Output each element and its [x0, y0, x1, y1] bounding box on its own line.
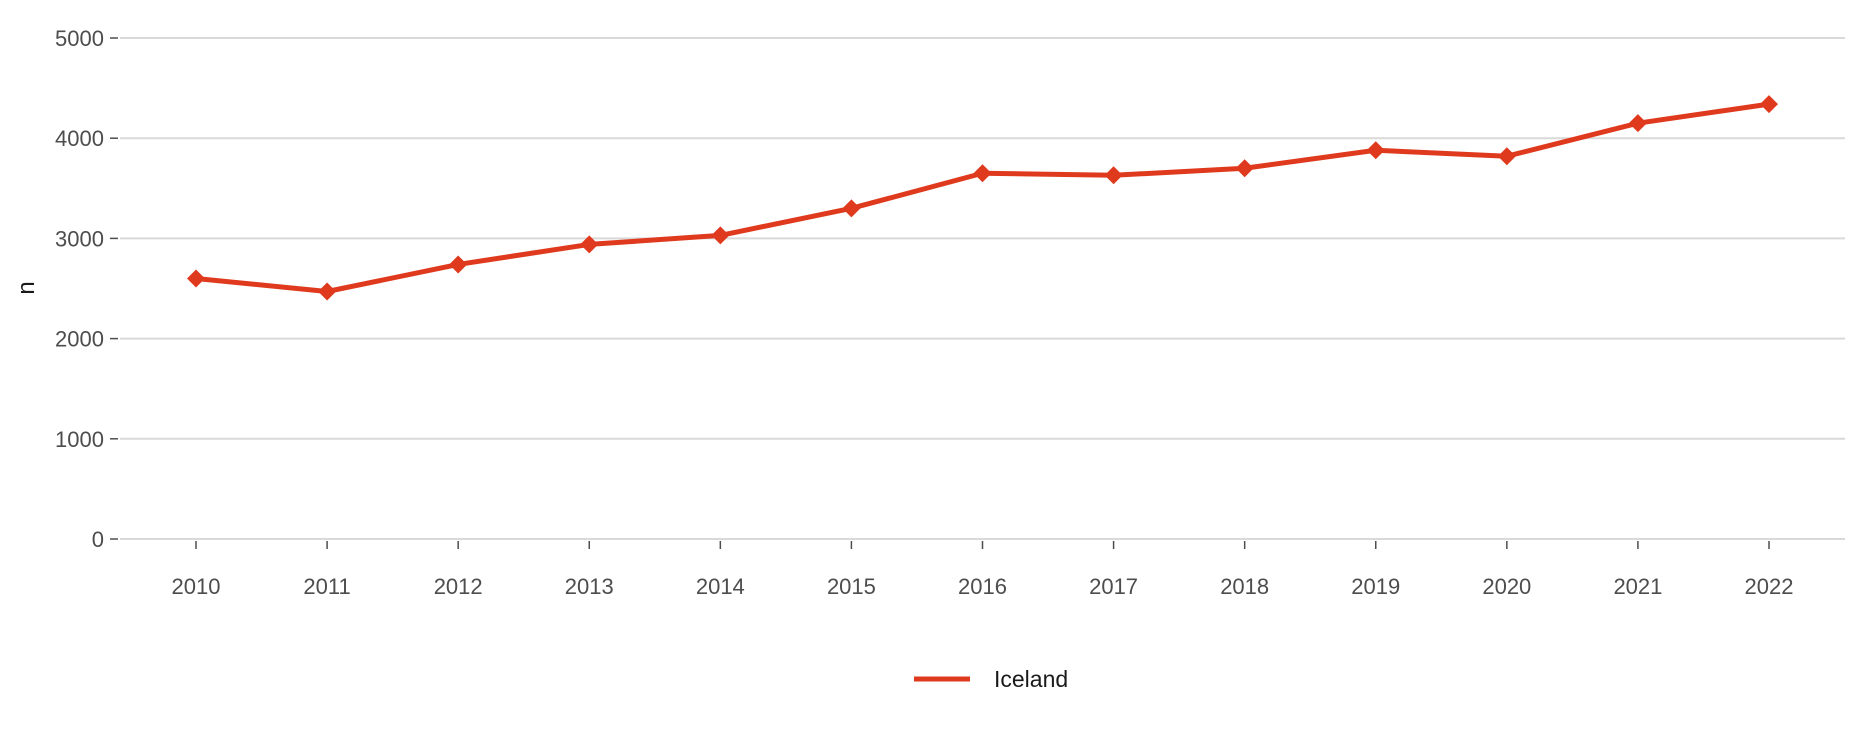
data-point-2018: [1235, 159, 1254, 178]
x-tick-label: 2015: [827, 574, 876, 599]
data-point-2017: [1104, 166, 1123, 185]
gridlines: [120, 37, 1845, 540]
x-tick-label: 2010: [172, 574, 221, 599]
y-tick-label: 3000: [55, 226, 104, 251]
data-point-2022: [1760, 95, 1778, 114]
data-point-2015: [842, 199, 861, 218]
x-tick-label: 2020: [1482, 574, 1531, 599]
legend-label-iceland: Iceland: [994, 666, 1068, 692]
x-tick-label: 2017: [1089, 574, 1138, 599]
series-layer: [187, 95, 1778, 301]
y-axis: 0 1000 2000 3000 4000 5000: [55, 26, 118, 552]
data-point-2013: [580, 235, 599, 254]
y-tick-label: 1000: [55, 427, 104, 452]
data-point-2012: [449, 255, 468, 274]
x-tick-label: 2021: [1613, 574, 1662, 599]
series-line-iceland: [193, 101, 1772, 295]
x-tick-label: 2011: [303, 574, 350, 599]
y-tick-label: 2000: [55, 327, 104, 352]
x-tick-label: 2019: [1351, 574, 1400, 599]
x-axis: 2010 2011 2012 2013 2014 2015 2016 2017 2018 2019…: [172, 541, 1794, 599]
x-tick-label: 2012: [434, 574, 483, 599]
data-point-2021: [1628, 114, 1647, 133]
data-point-2020: [1497, 147, 1516, 166]
y-tick-label: 4000: [55, 126, 104, 151]
y-axis-title: n: [13, 281, 40, 294]
y-tick-label: 0: [92, 527, 104, 552]
x-tick-label: 2013: [565, 574, 614, 599]
x-tick-label: 2018: [1220, 574, 1269, 599]
legend: Iceland: [914, 666, 1068, 692]
data-point-2016: [973, 164, 992, 183]
x-tick-label: 2016: [958, 574, 1007, 599]
x-tick-label: 2014: [696, 574, 745, 599]
x-tick-label: 2022: [1745, 574, 1794, 599]
data-point-2010: [187, 269, 205, 288]
data-point-2011: [318, 282, 337, 301]
y-tick-label: 5000: [55, 26, 104, 51]
data-point-2014: [711, 226, 730, 245]
data-point-2019: [1366, 141, 1385, 160]
